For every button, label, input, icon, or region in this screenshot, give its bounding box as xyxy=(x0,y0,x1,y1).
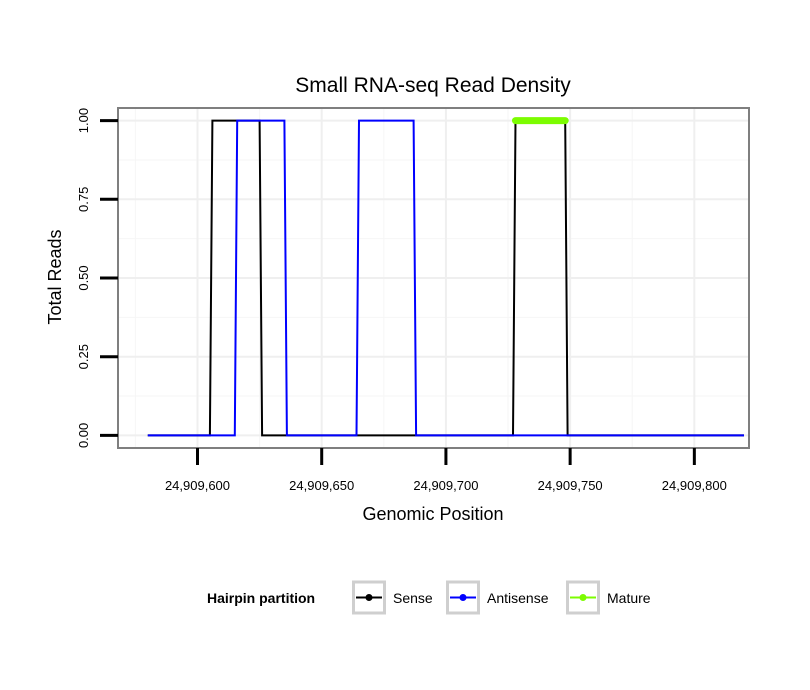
y-tick-label: 0.75 xyxy=(76,187,91,212)
y-axis: 0.00 0.25 0.50 0.75 1.00 xyxy=(76,108,118,448)
x-tick-label: 24,909,750 xyxy=(538,478,603,493)
x-tick-label: 24,909,800 xyxy=(662,478,727,493)
x-tick-label: 24,909,600 xyxy=(165,478,230,493)
y-tick-label: 0.00 xyxy=(76,423,91,448)
x-tick-label: 24,909,650 xyxy=(289,478,354,493)
series-layer xyxy=(147,117,744,437)
y-axis-title: Total Reads xyxy=(45,229,65,324)
legend-label: Antisense xyxy=(487,590,549,606)
series-line-sense xyxy=(147,119,744,437)
legend-key-point xyxy=(459,594,467,601)
legend: Hairpin partition Sense Antisense Mature xyxy=(207,580,651,615)
series-line-antisense xyxy=(147,119,744,437)
y-tick-label: 0.50 xyxy=(76,265,91,290)
y-tick-label: 0.25 xyxy=(76,344,91,369)
legend-title: Hairpin partition xyxy=(207,590,315,606)
legend-key-point xyxy=(579,594,587,601)
legend-key-point xyxy=(365,594,373,601)
y-tick-label: 1.00 xyxy=(76,108,91,133)
legend-label: Sense xyxy=(393,590,433,606)
x-tick-label: 24,909,700 xyxy=(413,478,478,493)
legend-label: Mature xyxy=(607,590,651,606)
x-axis: 24,909,600 24,909,650 24,909,700 24,909,750… xyxy=(165,448,727,493)
chart-title: Small RNA-seq Read Density xyxy=(295,74,571,97)
x-axis-title: Genomic Position xyxy=(362,504,503,524)
